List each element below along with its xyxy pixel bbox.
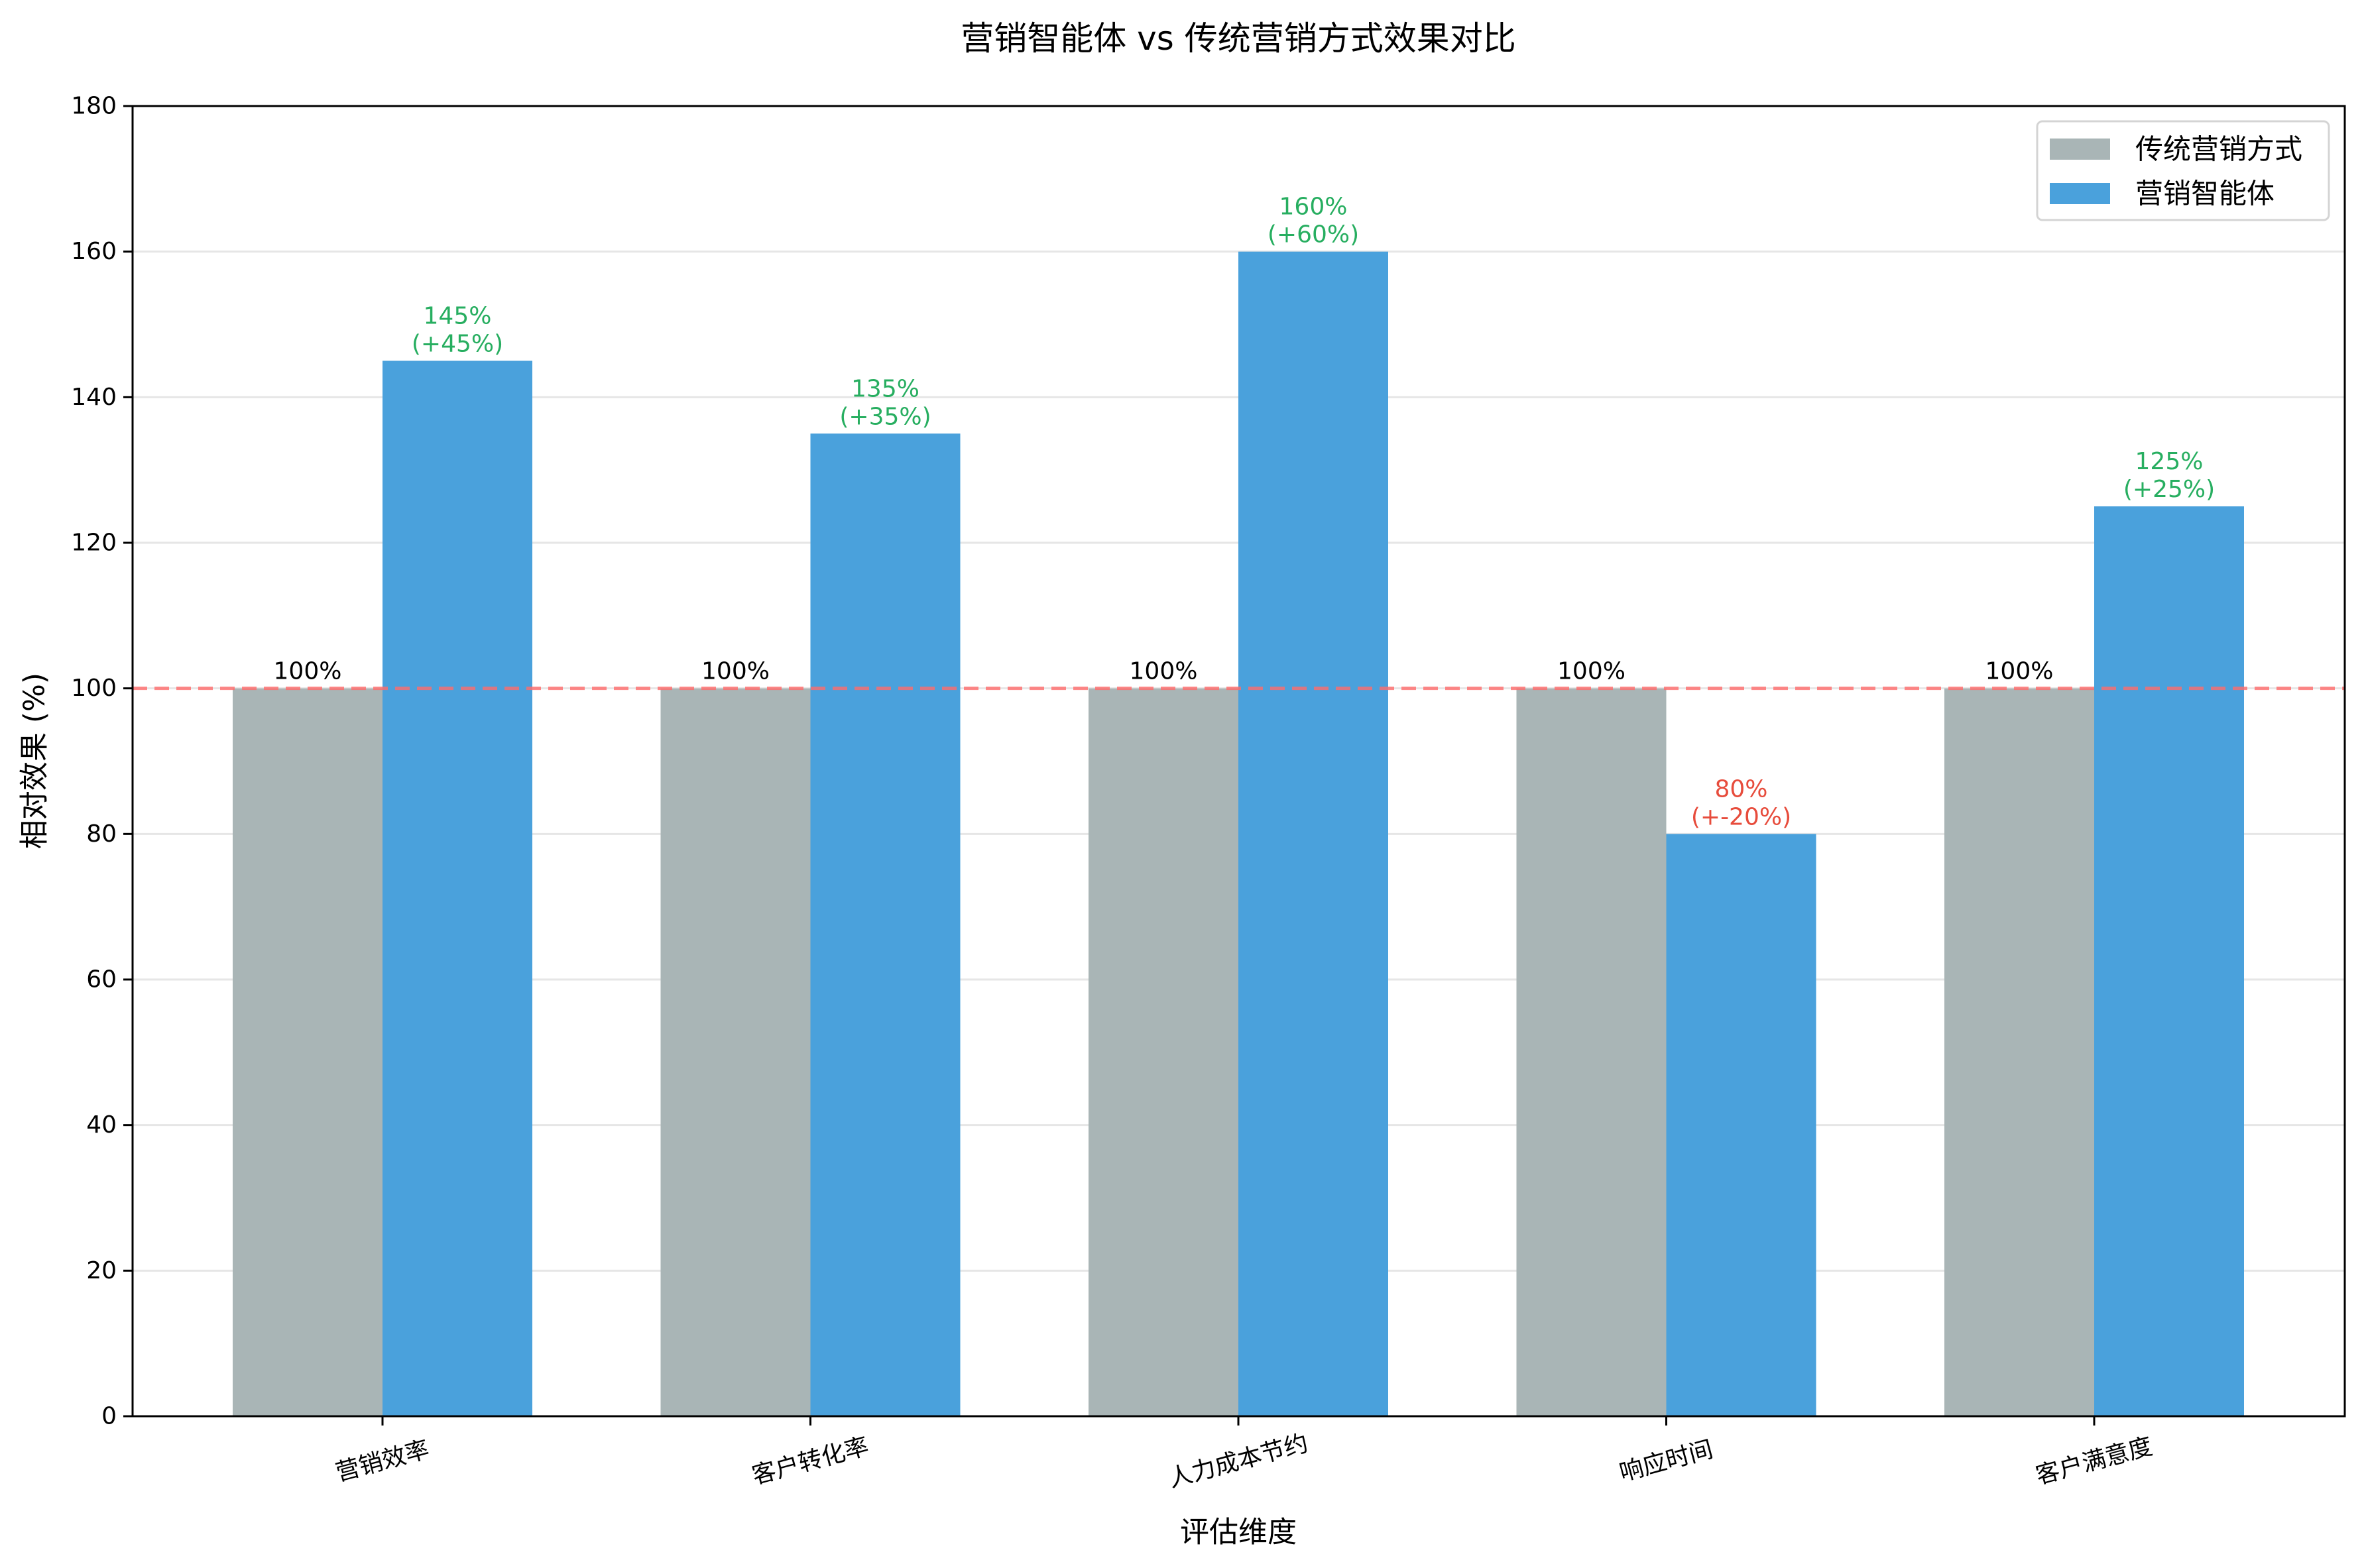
bar-agent (383, 361, 532, 1416)
bar-value-label: 100% (701, 658, 770, 685)
bar-value-label: (+25%) (2123, 476, 2215, 503)
bar-agent (2094, 506, 2244, 1417)
y-tick-label: 40 (86, 1111, 117, 1139)
bar-value-labels: 100% 145%(+45%) 100% 135%(+35%) 100% 160%(+60… (274, 194, 2216, 831)
bar-value-label: 145% (424, 302, 492, 329)
y-tick-label: 100 (71, 675, 117, 702)
bar-value-label: 160% (1279, 194, 1348, 221)
bar-value-label: (+-20%) (1691, 803, 1791, 830)
bar-traditional (1516, 688, 1667, 1416)
y-tick-label: 60 (86, 966, 117, 993)
legend-swatch-traditional (2050, 139, 2110, 160)
bar-value-label: 100% (1557, 658, 1625, 685)
bar-value-label: 80% (1714, 775, 1767, 803)
bar-value-label: (+60%) (1268, 221, 1359, 249)
y-axis-title: 相对效果 (%) (18, 673, 52, 849)
bar-value-label: 100% (274, 658, 342, 685)
y-tick-label: 20 (86, 1257, 117, 1284)
bar-traditional (660, 688, 811, 1416)
bar-agent (1666, 834, 1816, 1416)
bar-value-label: (+45%) (412, 330, 503, 357)
bar-value-label: 100% (1985, 658, 2054, 685)
bar-value-label: 135% (851, 375, 919, 402)
bars (233, 251, 2244, 1417)
legend-swatch-agent (2050, 183, 2110, 204)
bar-value-label: (+35%) (839, 403, 931, 430)
legend-label-traditional: 传统营销方式 (2135, 133, 2302, 166)
legend: 传统营销方式 营销智能体 (2036, 120, 2330, 221)
chart-title: 营销智能体 vs 传统营销方式效果对比 (961, 19, 1515, 58)
axes (123, 105, 2346, 1426)
y-tick-label: 120 (71, 530, 117, 557)
tick-labels: 营销效率 客户转化率 人力成本节约 响应时间 客户满意度0204060801001201… (71, 93, 2155, 1493)
y-tick-label: 160 (71, 238, 117, 265)
bar-traditional (1089, 688, 1238, 1416)
y-tick-label: 80 (86, 820, 117, 848)
legend-label-agent: 营销智能体 (2135, 178, 2275, 210)
y-tick-label: 140 (71, 384, 117, 411)
bar-traditional (233, 688, 383, 1416)
plot-frame (131, 105, 2346, 1418)
bar-value-label: 125% (2135, 448, 2204, 475)
y-tick-label: 0 (101, 1403, 117, 1430)
bar-traditional (1944, 688, 2094, 1416)
bar-value-label: 100% (1130, 658, 1198, 685)
bar-agent (1238, 251, 1388, 1417)
x-axis-title: 评估维度 (1180, 1516, 1297, 1549)
bar-agent (810, 433, 961, 1416)
y-tick-label: 180 (71, 93, 117, 120)
